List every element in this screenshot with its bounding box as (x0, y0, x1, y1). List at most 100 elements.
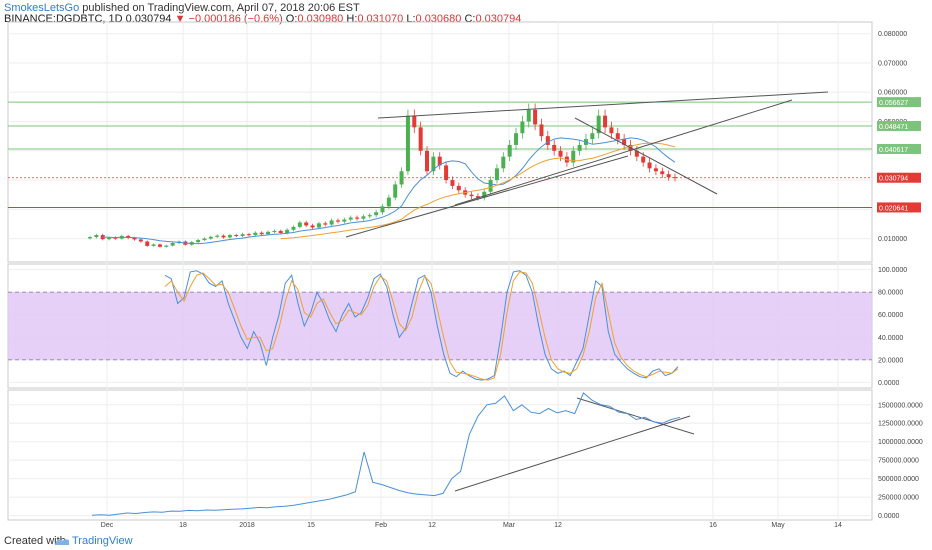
x-tick-label: Mar (503, 522, 516, 529)
price-tag-label: 0.048471 (879, 124, 908, 131)
candle-body (234, 235, 239, 237)
candle-body (196, 240, 201, 243)
candle-body (609, 127, 614, 134)
candle-body (355, 217, 360, 219)
candle-body (145, 241, 150, 246)
price-tag-bg (877, 202, 921, 213)
y-tick-label: 100.0000 (878, 267, 907, 274)
candle-body (215, 235, 220, 237)
tradingview-brand[interactable]: TradingView (72, 535, 133, 547)
price-tag-bg (877, 97, 921, 108)
open-label: O: (285, 13, 298, 25)
candle-body (482, 191, 487, 198)
price-tag-bg (877, 172, 921, 183)
y-tick-label: 1500000.0000 (878, 402, 923, 409)
candle-body (329, 220, 334, 225)
moving-average-orange (280, 142, 676, 240)
price-tags: 0.056627 0.048471 0.040617 0.030794 0.020641 (877, 97, 921, 213)
x-tick-label: 12 (428, 522, 436, 529)
y-tick-label: 0.070000 (878, 60, 907, 67)
candle-body (533, 109, 538, 125)
candle-body (552, 144, 557, 151)
y-tick-label: 0.010000 (878, 236, 907, 243)
candle-body (405, 115, 410, 172)
price-tag-bg (877, 143, 921, 154)
x-tick-label: May (771, 522, 785, 529)
candle-body (164, 245, 169, 247)
tradingview-logo-icon (55, 539, 69, 545)
candle-body (488, 180, 493, 192)
author-link[interactable]: SmokesLetsGo (4, 2, 80, 14)
trendline (345, 155, 629, 238)
price-tag-bg (877, 120, 921, 131)
candle-body (285, 229, 290, 234)
obv-series-line (91, 392, 681, 516)
pane-frame (7, 21, 873, 263)
candle-body (132, 238, 137, 240)
candle-body (622, 139, 627, 145)
candle-body (660, 171, 665, 175)
trendline (576, 397, 695, 435)
trendline (574, 117, 718, 195)
y-tick-label: 0.0000 (878, 513, 900, 520)
candle-body (170, 242, 175, 246)
candle-body (494, 168, 499, 181)
candle-body (113, 237, 118, 239)
x-tick-label: 18 (179, 522, 187, 529)
candle-body (278, 230, 283, 234)
candle-body (673, 177, 677, 179)
level-lines (8, 101, 872, 208)
candle-body (596, 115, 601, 134)
candle-body (202, 238, 207, 241)
candle-body (374, 212, 379, 216)
moving-averages (102, 137, 676, 245)
candle-body (335, 220, 340, 222)
x-tick-label: 15 (307, 522, 315, 529)
y-tick-label: 0.080000 (878, 31, 907, 38)
x-tick-label: 12 (554, 522, 562, 529)
candle-body (386, 197, 391, 207)
candle-body (634, 150, 639, 157)
trendlines (345, 91, 829, 492)
x-tick-label: 16 (709, 522, 717, 529)
x-tick-label: Feb (375, 522, 387, 529)
y-tick-label: 250000.0000 (878, 495, 919, 502)
footer: Created with TradingView (0, 530, 932, 550)
candle-body (641, 156, 646, 163)
candle-body (253, 232, 258, 236)
close-label: C: (464, 13, 476, 25)
candle-body (425, 150, 430, 172)
candle-body (348, 217, 353, 220)
candle-body (603, 115, 608, 128)
candle-body (558, 150, 563, 157)
candle-body (310, 225, 315, 228)
candle-body (526, 109, 531, 122)
moving-average-blue (102, 137, 676, 245)
x-axis-ticks: Dec 18 2018 15 Feb 12 Mar 12 16 May 14 (101, 522, 842, 529)
candle-body (323, 223, 328, 225)
candle-body (138, 239, 143, 242)
candle-body (590, 133, 595, 140)
candle-body (208, 236, 213, 239)
pane-frame (7, 389, 873, 521)
candle-body (520, 121, 525, 134)
candle-body (514, 133, 519, 145)
candle-body (291, 226, 296, 230)
trendline (377, 91, 829, 119)
candle-body (393, 184, 398, 198)
candle-body (157, 244, 162, 247)
obv-line (91, 392, 681, 516)
x-tick-label: 14 (834, 522, 842, 529)
price-tag-label: 0.020641 (879, 205, 908, 212)
candle-body (342, 219, 347, 222)
candle-body (666, 174, 671, 178)
candle-body (450, 180, 455, 186)
stoch-band (8, 291, 872, 361)
candle-body (240, 234, 245, 236)
candle-body (246, 234, 251, 236)
stoch-lines (164, 270, 679, 381)
stoch-d-line (164, 271, 679, 381)
candle-body (297, 222, 302, 227)
candle-body (227, 235, 232, 238)
